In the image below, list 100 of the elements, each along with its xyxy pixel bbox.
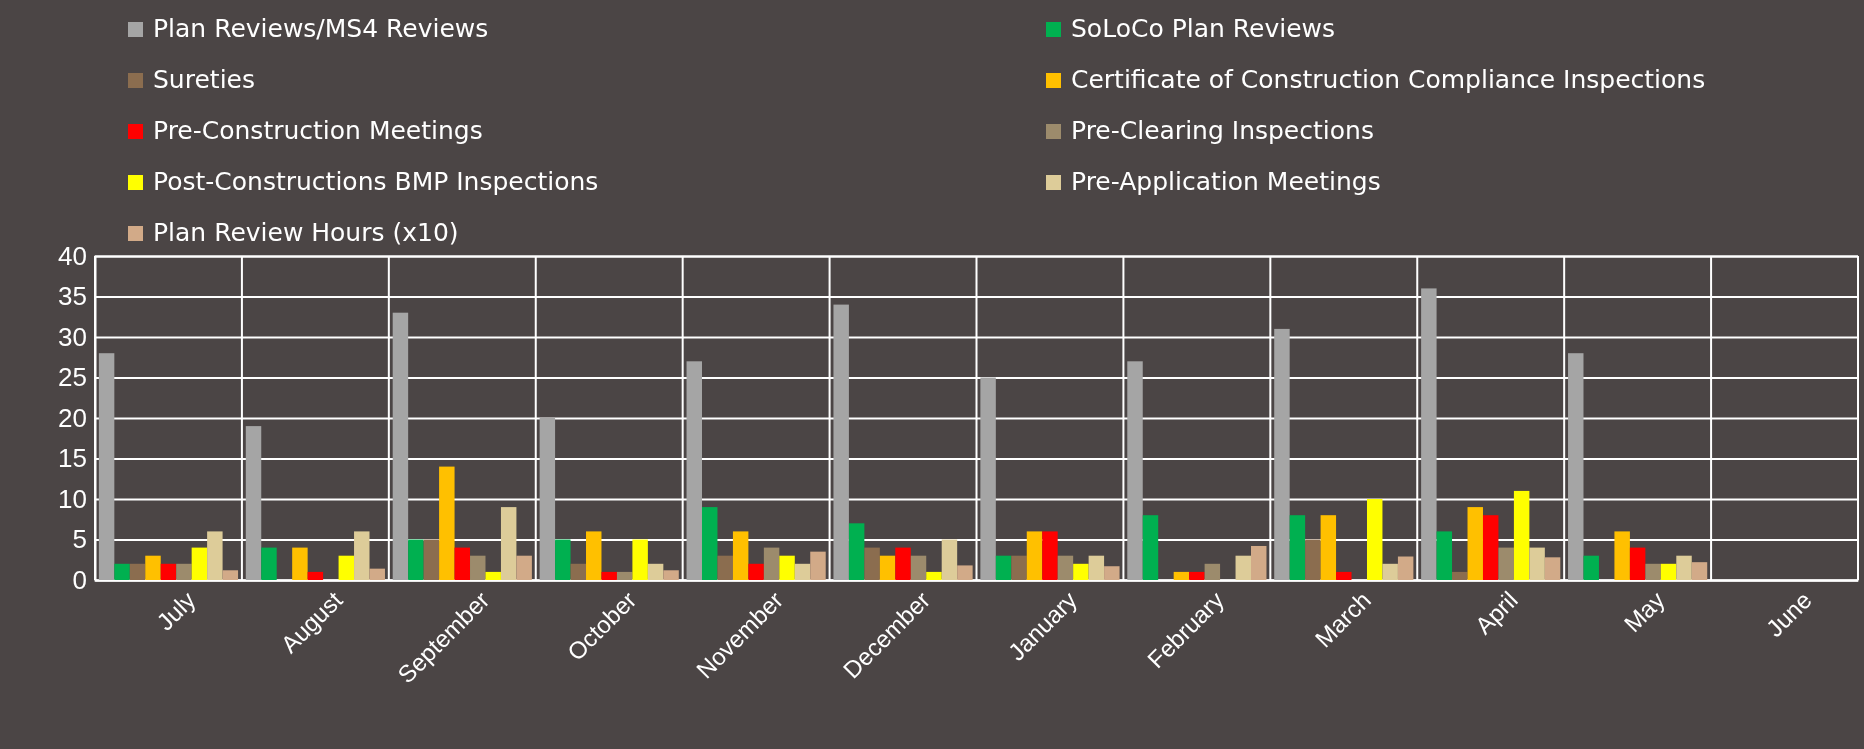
bar (145, 555, 161, 580)
bar (1629, 547, 1646, 580)
bar (1436, 531, 1453, 580)
bar (454, 547, 471, 580)
bar (1251, 545, 1267, 580)
bar (1498, 547, 1514, 580)
bar (1173, 571, 1190, 580)
bar (1104, 566, 1120, 580)
bar (392, 312, 409, 580)
bar (1336, 571, 1352, 580)
bar (1568, 353, 1584, 580)
bar (129, 563, 146, 580)
bar (261, 547, 277, 580)
bar (1467, 507, 1483, 580)
bar (245, 426, 262, 580)
bar (601, 571, 617, 580)
bar (1026, 531, 1043, 580)
bar (408, 539, 424, 580)
bar (1127, 361, 1143, 580)
bar (1676, 555, 1692, 580)
bar (980, 377, 996, 580)
bar (586, 531, 602, 580)
bar (1691, 562, 1708, 580)
y-tick-label: 40 (58, 240, 87, 271)
legend-label: Plan Reviews/MS4 Reviews (153, 14, 489, 43)
bar (1544, 557, 1561, 580)
bar (879, 555, 896, 580)
bar (1397, 556, 1414, 580)
bar (1305, 539, 1321, 580)
bar (500, 507, 517, 580)
legend-label: Pre-Clearing Inspections (1071, 116, 1374, 145)
bar (369, 568, 385, 580)
bar (1235, 555, 1251, 580)
legend-label: Post-Constructions BMP Inspections (153, 167, 599, 196)
bar (1660, 563, 1677, 580)
y-tick-label: 0 (72, 564, 87, 595)
bar (1088, 555, 1105, 580)
bar (1274, 328, 1290, 580)
bar (485, 571, 501, 580)
legend-label: Pre-Application Meetings (1071, 167, 1381, 196)
legend-label: SoLoCo Plan Reviews (1071, 14, 1336, 43)
bar (895, 547, 911, 580)
bar (833, 304, 849, 580)
bar (748, 563, 764, 580)
bar (207, 531, 223, 580)
bar (222, 570, 239, 580)
bar (763, 547, 780, 580)
bar (1011, 555, 1027, 580)
bar (470, 555, 486, 580)
bar (555, 539, 571, 580)
bar (176, 563, 192, 580)
bar (439, 466, 455, 580)
bar (1421, 288, 1437, 580)
bar (864, 547, 880, 580)
bar (632, 539, 648, 580)
bar (647, 563, 664, 580)
bar (1482, 515, 1499, 580)
y-tick-label: 10 (58, 483, 87, 514)
legend-label: Plan Review Hours (x10) (153, 218, 459, 247)
bar (910, 555, 927, 580)
x-tick-label: July (151, 586, 201, 636)
bar (191, 547, 208, 580)
bar (1289, 515, 1306, 580)
bar (732, 531, 749, 580)
bar (1366, 499, 1383, 580)
bar (98, 353, 115, 580)
bar (307, 571, 324, 580)
bar (114, 563, 130, 580)
bar (570, 563, 587, 580)
y-tick-label: 25 (58, 362, 87, 393)
bar (779, 555, 795, 580)
bar (717, 555, 733, 580)
y-tick-label: 5 (72, 524, 87, 555)
bar (663, 570, 679, 580)
bar (423, 539, 440, 580)
bar (926, 571, 942, 580)
bar (995, 555, 1012, 580)
legend-label: Pre-Construction Meetings (153, 116, 483, 145)
bar (1513, 490, 1530, 580)
bar (702, 507, 718, 580)
bar (1204, 563, 1221, 580)
bar (1452, 571, 1468, 580)
bar (957, 565, 973, 580)
bar (160, 563, 177, 580)
bar (1645, 563, 1661, 580)
bar (810, 551, 826, 580)
legend-label: Certificate of Construction Compliance Inspections (1071, 65, 1706, 94)
bar (686, 361, 702, 580)
y-tick-label: 30 (58, 321, 87, 352)
bar (1042, 531, 1058, 580)
y-tick-label: 20 (58, 402, 87, 433)
legend-label: Sureties (153, 65, 255, 94)
bar (941, 539, 958, 580)
bar (1189, 571, 1205, 580)
bar (292, 547, 308, 580)
bar (794, 563, 811, 580)
bar (616, 571, 633, 580)
y-tick-label: 15 (58, 443, 87, 474)
bar (1614, 531, 1630, 580)
bar (848, 523, 865, 580)
